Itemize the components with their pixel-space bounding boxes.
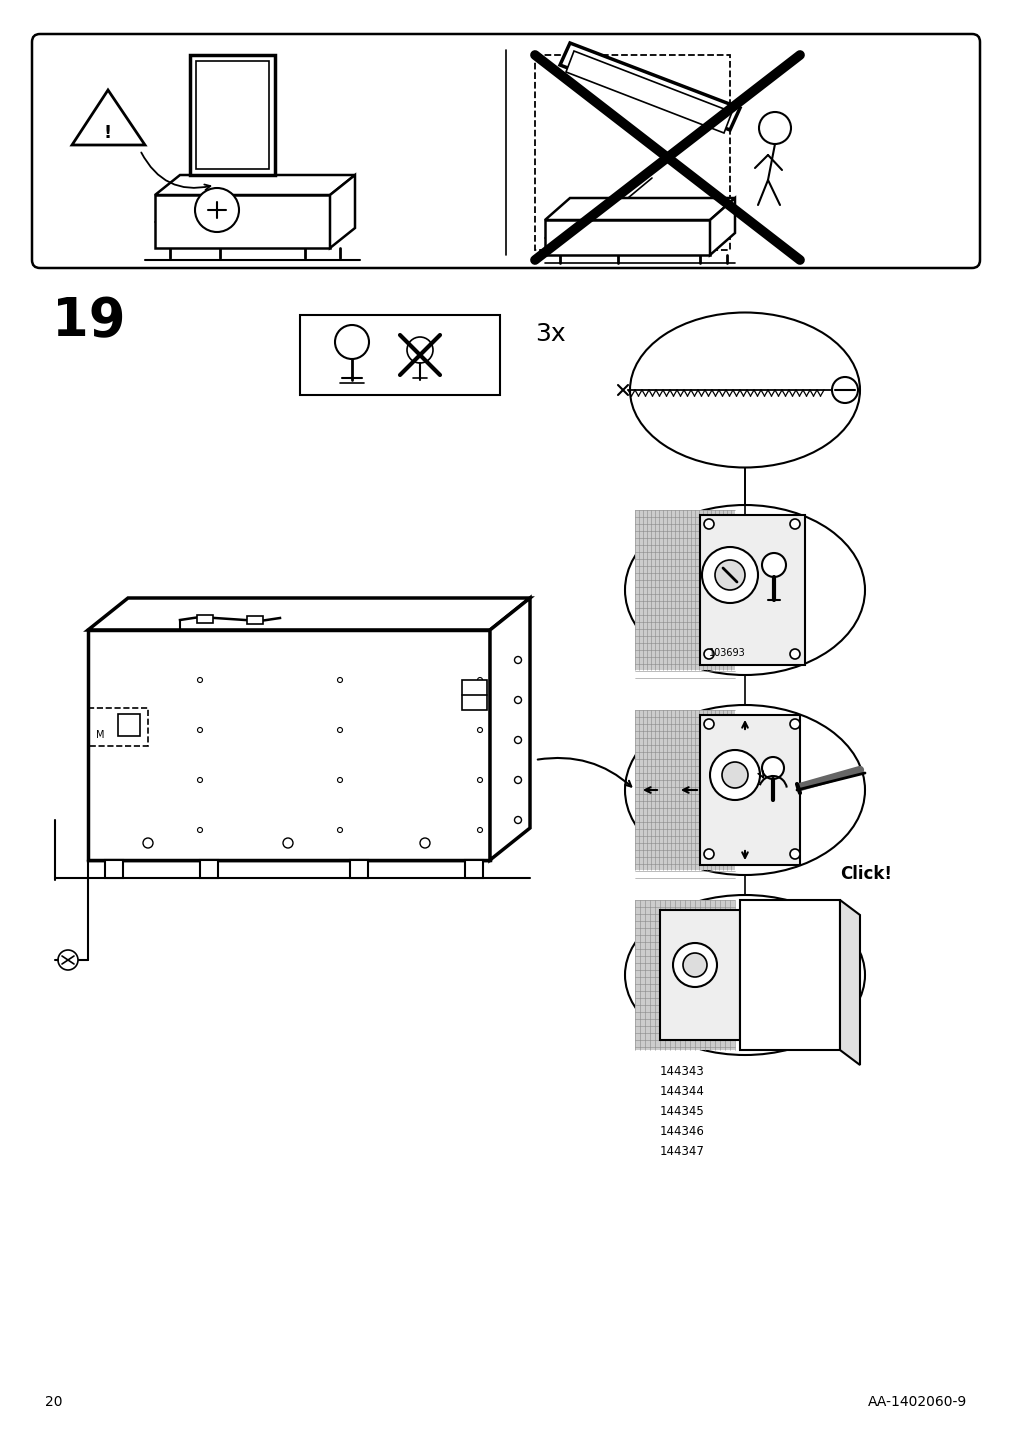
Bar [464,861,482,878]
Polygon shape [155,175,355,195]
Text: 144347: 144347 [659,1146,705,1158]
Circle shape [337,778,342,782]
Bar [105,861,123,878]
Bar [634,510,734,670]
Circle shape [337,828,342,832]
Circle shape [477,778,482,782]
Bar [462,680,486,710]
Circle shape [283,838,293,848]
Text: 144344: 144344 [659,1085,705,1098]
Circle shape [514,816,521,823]
Bar [299,315,499,395]
Circle shape [704,518,714,528]
Bar [197,614,212,623]
Circle shape [477,677,482,683]
Polygon shape [545,221,710,255]
Text: 144345: 144345 [659,1106,704,1118]
Circle shape [758,112,791,145]
Polygon shape [565,52,731,133]
Circle shape [514,776,521,783]
Circle shape [721,762,747,788]
Text: 144346: 144346 [659,1126,705,1138]
Circle shape [790,849,800,859]
Text: Click!: Click! [839,865,891,884]
Circle shape [195,188,239,232]
Circle shape [704,849,714,859]
Text: 3x: 3x [535,322,565,347]
Bar [700,516,804,664]
Bar [634,899,734,1050]
Polygon shape [155,195,330,248]
Circle shape [682,954,707,977]
Bar [350,861,368,878]
Circle shape [197,828,202,832]
Circle shape [704,719,714,729]
Polygon shape [710,198,734,255]
Bar [659,909,739,1040]
Circle shape [514,736,521,743]
Circle shape [337,727,342,733]
Circle shape [702,547,757,603]
FancyBboxPatch shape [32,34,979,268]
Bar [700,715,800,865]
Circle shape [761,553,786,577]
Polygon shape [545,198,734,221]
Circle shape [335,325,369,359]
Bar [118,715,140,736]
Polygon shape [190,54,275,175]
Circle shape [672,944,716,987]
Text: 103693: 103693 [709,649,745,657]
Circle shape [477,727,482,733]
Ellipse shape [630,312,859,467]
Bar [200,861,217,878]
Circle shape [790,649,800,659]
Circle shape [197,778,202,782]
Polygon shape [489,599,530,861]
Text: !: ! [104,125,112,142]
Ellipse shape [625,705,864,875]
Polygon shape [839,899,859,1065]
Circle shape [790,518,800,528]
Circle shape [197,677,202,683]
Polygon shape [559,43,739,130]
Polygon shape [88,630,489,861]
Ellipse shape [625,505,864,674]
Bar [247,616,263,624]
Polygon shape [330,175,355,248]
Circle shape [477,828,482,832]
Circle shape [710,750,759,800]
Circle shape [514,696,521,703]
Circle shape [197,727,202,733]
Circle shape [58,949,78,969]
Text: 19: 19 [52,295,125,347]
Circle shape [761,758,784,779]
Bar [634,710,734,871]
Circle shape [704,649,714,659]
Circle shape [790,719,800,729]
Text: AA-1402060-9: AA-1402060-9 [866,1395,967,1409]
Bar [88,707,148,746]
Polygon shape [196,62,269,169]
Circle shape [337,677,342,683]
Polygon shape [739,899,839,1050]
Circle shape [406,337,433,362]
Text: M: M [96,730,104,740]
Circle shape [143,838,153,848]
Circle shape [514,656,521,663]
Circle shape [715,560,744,590]
Circle shape [831,377,857,402]
Circle shape [420,838,430,848]
Text: 20: 20 [44,1395,63,1409]
Polygon shape [72,90,145,145]
Polygon shape [88,599,530,630]
Bar [535,54,729,251]
Text: 144343: 144343 [659,1065,704,1078]
Ellipse shape [625,895,864,1055]
